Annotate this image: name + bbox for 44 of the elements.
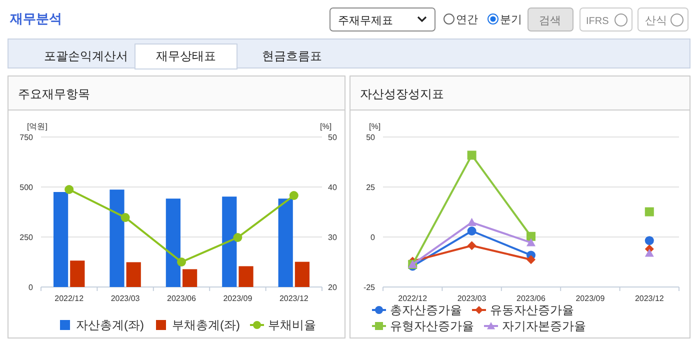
x-tick-label: 2023/06 (516, 294, 546, 303)
y2-tick-label: 20 (328, 283, 338, 292)
legend-label: 총자산증가율 (390, 303, 462, 317)
x-tick-label: 2023/09 (576, 294, 606, 303)
y-tick-label: 250 (20, 233, 34, 242)
y-tick-label: -25 (363, 283, 376, 292)
y-tick-label: 0 (370, 233, 376, 242)
y-tick-label: 50 (366, 133, 376, 142)
legend-label: 부채총계(좌) (172, 318, 240, 332)
legend-label: 자기자본증가율 (502, 319, 586, 333)
y2-tick-label: 40 (328, 183, 338, 192)
text: 재무상태표 (156, 49, 216, 63)
x-tick-label: 2023/09 (223, 294, 253, 303)
y2-axis-title: [%] (320, 122, 332, 131)
y-axis-title: [억원] (27, 122, 48, 131)
text: 포괄손익계산서 (44, 49, 128, 63)
text: 재무분석 (9, 11, 62, 26)
x-tick-label: 2023/12 (279, 294, 309, 303)
text: IFRS (586, 16, 610, 27)
text: 연간 (456, 14, 478, 26)
y-axis-title: [%] (369, 122, 381, 131)
y-tick-label: 500 (20, 183, 34, 192)
text: 산식 (645, 15, 667, 27)
y-tick-label: 0 (28, 283, 34, 292)
x-tick-label: 2022/12 (398, 294, 428, 303)
x-tick-label: 2023/03 (110, 294, 140, 303)
legend-label: 유동자산증가율 (490, 303, 574, 317)
legend-label: 자산총계(좌) (76, 318, 144, 332)
text: 현금흐름표 (262, 49, 322, 63)
y2-tick-label: 30 (328, 233, 338, 242)
chart-title: 자산성장성지표 (360, 87, 444, 101)
chart-title: 주요재무항목 (18, 87, 90, 101)
text: 주재무제표 (338, 15, 393, 27)
text: 분기 (500, 14, 522, 26)
legend-label: 부채비율 (268, 318, 316, 332)
y2-tick-label: 50 (328, 133, 338, 142)
y-tick-label: 25 (366, 183, 376, 192)
x-tick-label: 2023/12 (634, 294, 664, 303)
x-tick-label: 2023/03 (457, 294, 487, 303)
y-tick-label: 750 (20, 133, 34, 142)
text: 검색 (539, 15, 561, 27)
x-tick-label: 2023/06 (167, 294, 197, 303)
legend-label: 유형자산증가율 (390, 319, 474, 333)
x-tick-label: 2022/12 (54, 294, 84, 303)
